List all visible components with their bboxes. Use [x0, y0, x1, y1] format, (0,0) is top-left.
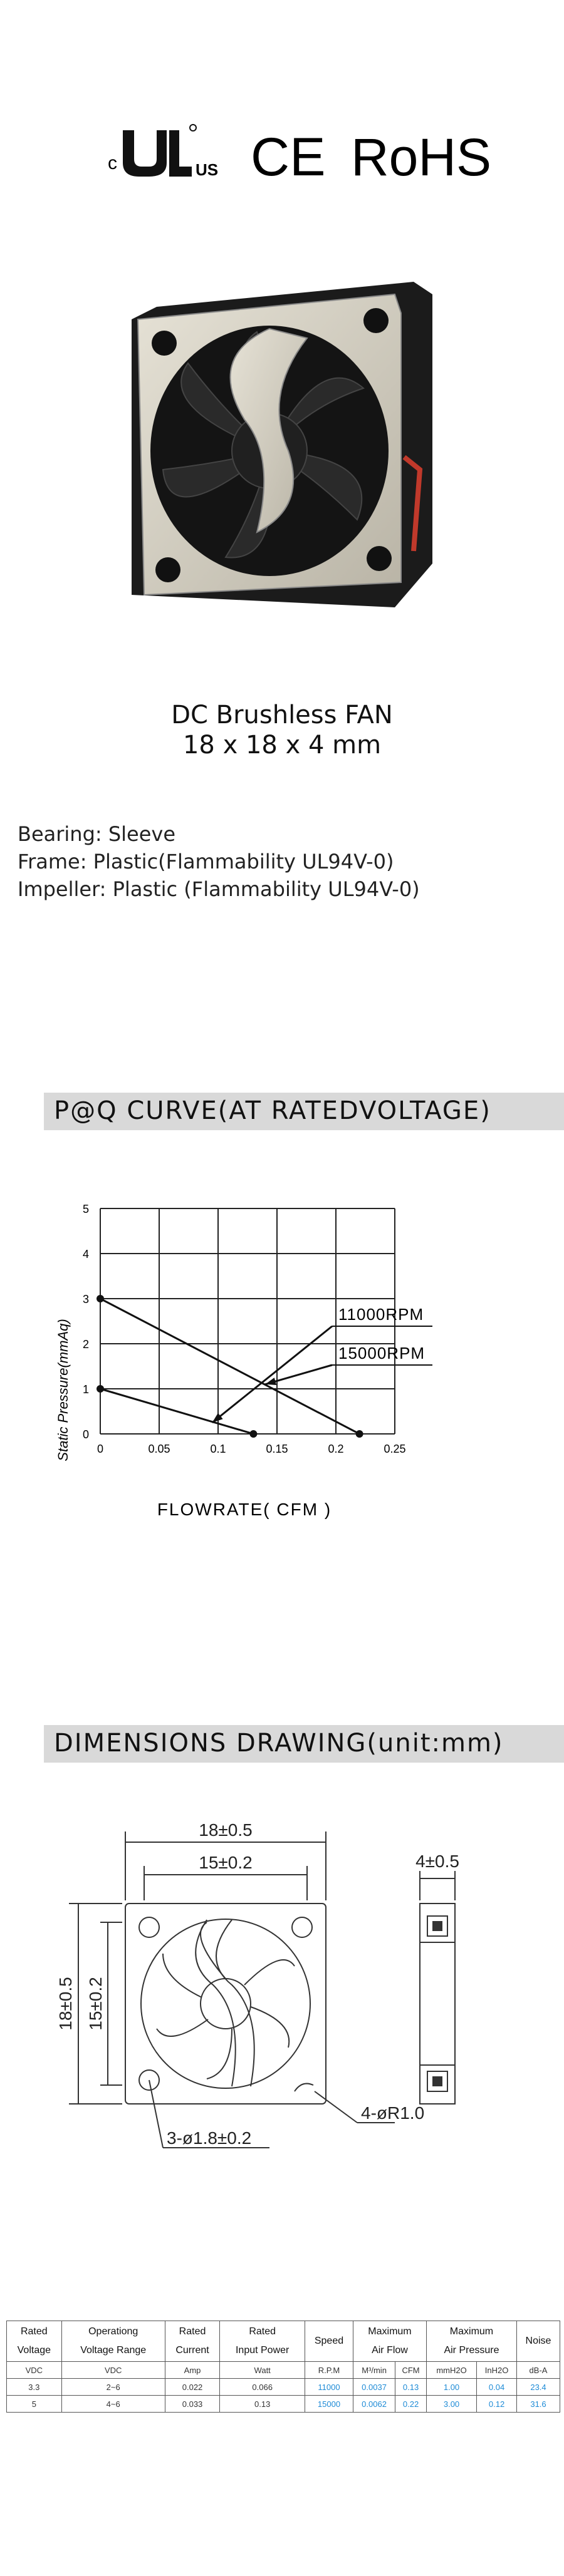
series-label-leader: [264, 1364, 333, 1386]
table-cell: 4~6: [61, 2395, 165, 2413]
y-tick-label: 0: [83, 1428, 89, 1441]
table-cell: 15000: [305, 2395, 353, 2413]
table-cell: 0.033: [164, 2395, 221, 2413]
certification-logos: c US CE RoHS: [108, 124, 491, 187]
y-tick-label: 5: [83, 1203, 89, 1215]
ul-listed-logo: c US: [108, 124, 218, 179]
dim-height-outer: 18±0.5: [56, 1977, 75, 2030]
table-cell: 3.3: [6, 2378, 62, 2396]
series-point: [249, 1430, 258, 1438]
header-rated-current: Rated Current: [164, 2321, 221, 2362]
table-cell: 1.00: [426, 2378, 478, 2396]
ce-mark: CE: [251, 127, 325, 187]
series-label: 15000RPM: [338, 1344, 425, 1363]
unit-cell: M³/min: [352, 2361, 396, 2379]
series-line: [100, 1388, 254, 1435]
series-label-leader: [211, 1325, 333, 1424]
unit-cell: CFM: [395, 2361, 427, 2379]
pq-curve-chart: 0 1 2 3 4 5 0 0.05 0.1 0.15 0.2 0.25 11000RPM 15000R…: [55, 1203, 432, 1519]
dim-corner-radius: 4-øR1.0: [361, 2103, 424, 2123]
dim-holes: 3-ø1.8±0.2: [167, 2128, 251, 2148]
header-air-pressure: Maximum Air Pressure: [426, 2321, 518, 2362]
table-cell: 0.066: [219, 2378, 306, 2396]
table-row: 5 4~6 0.033 0.13 15000 0.0062 0.22 3.00 …: [6, 2395, 560, 2413]
spec-list: Bearing: Sleeve Frame: Plastic(Flammabil…: [18, 820, 420, 903]
table-cell: 0.0062: [352, 2395, 396, 2413]
table-cell: 0.04: [476, 2378, 517, 2396]
dim-height-inner: 15±0.2: [86, 1977, 105, 2030]
table-cell: 11000: [305, 2378, 353, 2396]
x-tick-label: 0.2: [328, 1443, 343, 1455]
spec-frame: Frame: Plastic(Flammability UL94V-0): [18, 850, 394, 873]
table-units-row: VDC VDC Amp Watt R.P.M M³/min CFM mmH2O …: [6, 2361, 560, 2379]
x-tick-label: 0.15: [266, 1443, 288, 1455]
series-line: [100, 1297, 360, 1435]
table-cell: 0.0037: [352, 2378, 396, 2396]
table-cell: 0.13: [219, 2395, 306, 2413]
table-cell: 0.22: [395, 2395, 427, 2413]
arrowhead: [265, 1378, 277, 1386]
unit-cell: VDC: [61, 2361, 165, 2379]
unit-cell: VDC: [6, 2361, 62, 2379]
unit-cell: Amp: [164, 2361, 221, 2379]
dimensions-drawing: 18±0.5 15±0.2 4±0.5 18±0.5 15±0.2 3-ø1.8…: [56, 1820, 459, 2148]
table-cell: 0.022: [164, 2378, 221, 2396]
product-size: 18 x 18 x 4 mm: [182, 731, 382, 760]
ul-suffix: US: [196, 160, 218, 179]
y-tick-label: 3: [83, 1293, 89, 1306]
x-tick-label: 0: [97, 1443, 103, 1455]
spec-table: Rated Voltage Operationg Voltage Range Rat…: [6, 2321, 560, 2413]
series-label: 11000RPM: [338, 1305, 424, 1324]
chart-grid: [100, 1208, 395, 1435]
table-cell: 31.6: [516, 2395, 560, 2413]
table-cell: 0.12: [476, 2395, 517, 2413]
header-rated-voltage: Rated Voltage: [6, 2321, 62, 2362]
unit-cell: R.P.M: [305, 2361, 353, 2379]
unit-cell: InH2O: [476, 2361, 517, 2379]
unit-cell: mmH2O: [426, 2361, 478, 2379]
series-point: [355, 1430, 363, 1438]
header-input-power: Rated Input Power: [219, 2321, 306, 2362]
spec-impeller: Impeller: Plastic (Flammability UL94V-0): [18, 877, 420, 901]
product-type: DC Brushless FAN: [171, 701, 393, 729]
table-cell: 5: [6, 2395, 62, 2413]
dimensions-heading: DIMENSIONS DRAWING(unit:mm): [44, 1725, 564, 1763]
table-header-row: Rated Voltage Operationg Voltage Range Rat…: [6, 2321, 560, 2362]
fan-front-outline: [125, 1903, 326, 2105]
y-tick-label: 2: [83, 1338, 89, 1351]
rohs-mark: RoHS: [351, 128, 491, 187]
product-title: DC Brushless FAN 18 x 18 x 4 mm: [0, 700, 564, 760]
dimensions-heading-text: DIMENSIONS DRAWING(unit:mm): [54, 1729, 504, 1758]
unit-cell: dB-A: [516, 2361, 560, 2379]
y-axis-label: Static Pressure(mmAq): [55, 1319, 71, 1461]
header-voltage-range: Operationg Voltage Range: [61, 2321, 165, 2362]
dim-thickness: 4±0.5: [415, 1852, 459, 1871]
spec-bearing: Bearing: Sleeve: [18, 822, 176, 846]
pq-curve-heading-text: P@Q CURVE(AT RATEDVOLTAGE): [54, 1096, 491, 1125]
ul-prefix: c: [108, 153, 117, 173]
table-cell: 3.00: [426, 2395, 478, 2413]
y-tick-label: 4: [83, 1248, 89, 1260]
table-cell: 0.13: [395, 2378, 427, 2396]
x-tick-label: 0.1: [210, 1443, 226, 1455]
header-speed: Speed: [305, 2321, 353, 2362]
header-noise: Noise: [516, 2321, 560, 2362]
x-tick-label: 0.05: [148, 1443, 170, 1455]
dim-width-inner: 15±0.2: [199, 1853, 252, 1872]
series-point: [97, 1385, 104, 1393]
header-air-flow: Maximum Air Flow: [352, 2321, 427, 2362]
dim-width-outer: 18±0.5: [199, 1820, 252, 1840]
x-axis-label: FLOWRATE( CFM ): [157, 1500, 332, 1519]
unit-cell: Watt: [219, 2361, 306, 2379]
x-tick-label: 0.25: [384, 1443, 405, 1455]
pq-curve-heading: P@Q CURVE(AT RATEDVOLTAGE): [44, 1093, 564, 1130]
y-tick-label: 1: [83, 1383, 89, 1396]
table-cell: 2~6: [61, 2378, 165, 2396]
table-row: 3.3 2~6 0.022 0.066 11000 0.0037 0.13 1.…: [6, 2378, 560, 2396]
arrowhead: [212, 1413, 223, 1423]
fan-product-image: [132, 282, 432, 607]
series-point: [97, 1295, 104, 1302]
table-cell: 23.4: [516, 2378, 560, 2396]
